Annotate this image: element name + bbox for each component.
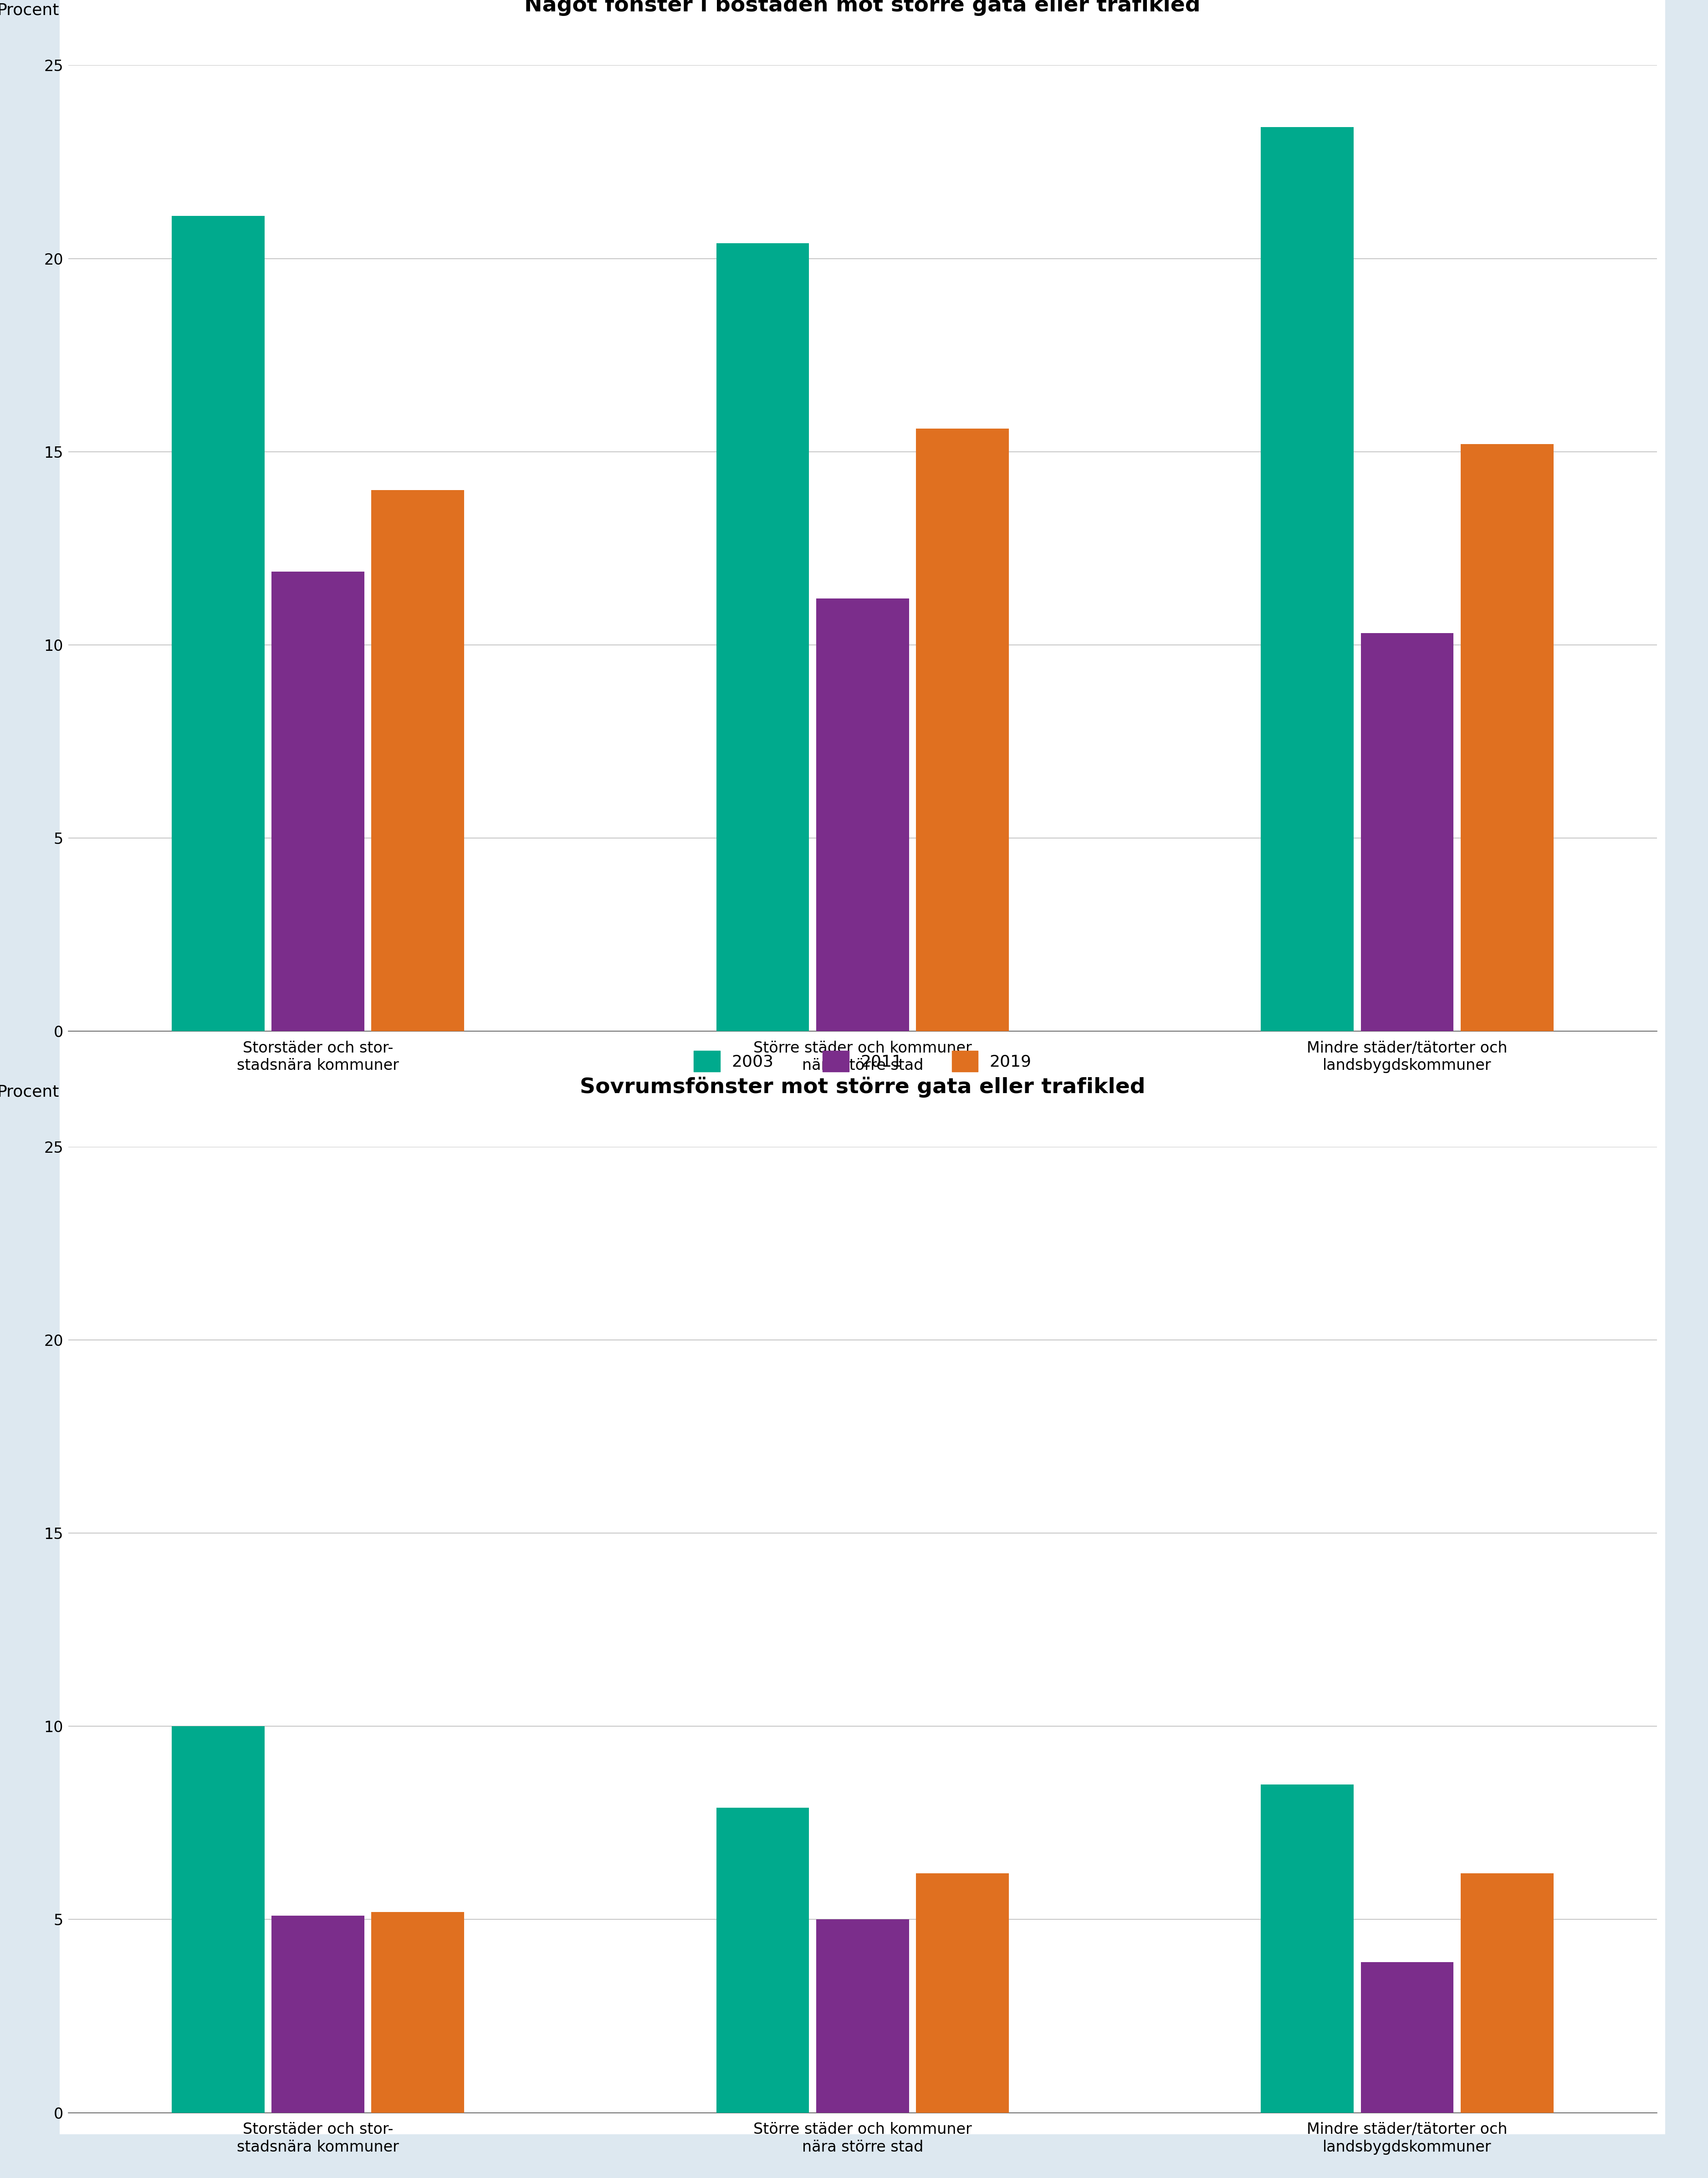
Bar (915, 429, 1009, 1030)
Bar (915, 1873, 1009, 2113)
Bar (1261, 1784, 1354, 2113)
Bar (371, 490, 465, 1030)
Bar (816, 1919, 909, 2113)
Bar (716, 244, 810, 1030)
Bar (1361, 1962, 1454, 2113)
Bar (1261, 126, 1354, 1030)
Bar (816, 599, 909, 1030)
Bar (1460, 444, 1553, 1030)
Bar (371, 1912, 465, 2113)
Bar (173, 1727, 265, 2113)
Bar (1361, 634, 1454, 1030)
Title: Något fönster i bostaden mot större gata eller trafikled: Något fönster i bostaden mot större gata… (524, 0, 1201, 15)
Bar (272, 1917, 364, 2113)
Bar (1460, 1873, 1553, 2113)
Bar (716, 1808, 810, 2113)
Bar (272, 571, 364, 1030)
Text: Procent: Procent (0, 1085, 60, 1100)
Bar (173, 216, 265, 1030)
Legend: 2003, 2011, 2019: 2003, 2011, 2019 (687, 1043, 1038, 1078)
Text: Procent: Procent (0, 2, 60, 17)
Title: Sovrumsfönster mot större gata eller trafikled: Sovrumsfönster mot större gata eller tra… (579, 1076, 1146, 1098)
